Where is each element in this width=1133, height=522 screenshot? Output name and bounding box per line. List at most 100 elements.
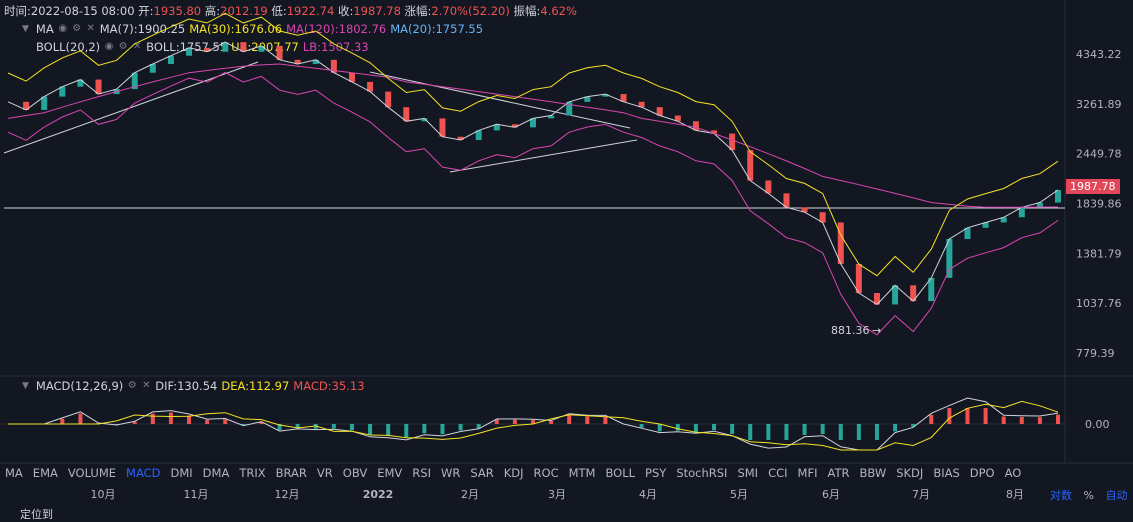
indicator-tab-bias[interactable]: BIAS [933,466,960,480]
macd-histogram-bar [494,419,499,424]
candle [149,64,156,73]
macd-histogram-bar [947,408,952,424]
macd-histogram-bar [277,424,282,431]
indicator-tab-dpo[interactable]: DPO [969,466,995,480]
gear-icon[interactable]: ⚙ [72,23,82,34]
current-price-tag: 1987.78 [1066,179,1120,194]
indicator-tab-sar[interactable]: SAR [470,466,494,480]
candle [348,72,355,82]
candle [855,263,862,294]
indicator-tab-volume[interactable]: VOLUME [67,466,117,480]
candle [602,94,609,97]
macd-histogram-bar [368,424,373,435]
close-icon[interactable]: ✕ [86,23,95,34]
candle [77,79,84,87]
macd-indicator-row: ▼ MACD(12,26,9) ⚙ ✕ DIF:130.54 DEA:112.9… [22,379,365,393]
indicator-tab-wr[interactable]: WR [440,466,461,480]
candle [421,118,428,122]
candle [530,118,536,128]
indicator-tab-vr[interactable]: VR [316,466,333,480]
macd-histogram-bar [585,416,590,424]
indicator-tab-psy[interactable]: PSY [645,466,667,480]
candle [928,277,935,302]
auto-scale-button[interactable]: 自动 [1105,489,1128,502]
indicator-tab-stochrsi[interactable]: StochRSI [676,466,728,480]
price-axis-tick: 2449.78 [1076,148,1122,161]
price-axis: 4343.22 3261.89 2449.78 1839.86 1381.79 1037.… [1076,48,1122,360]
macd-histogram-bar [114,424,119,425]
indicator-tab-macd[interactable]: MACD [126,466,161,480]
indicator-tab-smi[interactable]: SMI [737,466,759,480]
eye-icon[interactable]: ◉ [58,23,68,34]
indicator-tab-bbw[interactable]: BBW [859,466,887,480]
macd-histogram-bar [259,421,264,424]
trend-line-support[interactable] [449,139,638,173]
macd-histogram-bar [911,424,916,427]
indicator-tab-cci[interactable]: CCI [768,466,788,480]
low-annotation-label: 881.36 [831,324,870,337]
trend-line-down[interactable] [369,71,631,129]
gear-icon[interactable]: ⚙ [127,380,137,391]
candle [1018,207,1025,218]
indicator-tab-kdj[interactable]: KDJ [503,466,524,480]
indicator-tab-obv[interactable]: OBV [342,466,368,480]
candle [837,222,844,264]
macd-histogram-bar [531,419,535,424]
candle [819,212,826,223]
indicator-tab-mtm[interactable]: MTM [568,466,596,480]
indicator-tab-mfi[interactable]: MFI [797,466,818,480]
indicator-tab-boll[interactable]: BOLL [605,466,636,480]
indicator-tab-emv[interactable]: EMV [377,466,403,480]
open-value: 1935.80 [153,4,202,18]
macd-histogram-bar [422,424,427,434]
candle [41,96,48,110]
boll-lower-line [7,71,1059,336]
macd-histogram-bar [639,424,644,428]
log-scale-button[interactable]: 对数 [1050,489,1072,502]
indicator-tab-rsi[interactable]: RSI [412,466,431,480]
indicator-tab-ao[interactable]: AO [1004,466,1022,480]
ma7-value: MA(7):1900.25 [99,22,186,36]
candle [312,59,319,65]
price-axis-tick: 779.39 [1076,347,1115,360]
candle [403,107,410,122]
macd-histogram-bar [748,424,753,440]
price-axis-tick: 3261.89 [1076,98,1122,111]
candle [475,130,482,140]
macd-dif-line [8,397,1059,451]
boll-lb-value: LB:1507.33 [302,40,369,54]
amplitude-value: 4.62% [540,4,577,18]
candle [493,124,500,131]
macd-histogram-bar [766,424,771,440]
gear-icon[interactable]: ⚙ [118,41,128,52]
close-icon[interactable]: ✕ [142,380,151,391]
macd-histogram-bar [820,424,825,435]
indicator-tab-ema[interactable]: EMA [32,466,58,480]
indicator-tab-dmi[interactable]: DMI [170,466,193,480]
candle [186,47,193,56]
indicator-tab-ma[interactable]: MA [5,466,23,480]
collapse-chevron-icon[interactable]: ▼ [22,381,29,391]
macd-histogram-bar [929,414,934,424]
indicator-tab-atr[interactable]: ATR [827,466,850,480]
macd-histogram-bar [802,424,807,435]
footer-goto[interactable]: 定位到 [20,506,53,522]
indicator-tab-roc[interactable]: ROC [533,466,559,480]
ma120-line [7,63,1059,208]
macd-histogram-bar [675,424,680,431]
candle [167,55,174,65]
collapse-chevron-icon[interactable]: ▼ [22,24,29,34]
indicator-tab-trix[interactable]: TRIX [239,466,266,480]
eye-icon[interactable]: ◉ [104,41,114,52]
candle [367,81,374,92]
percent-scale-button[interactable]: % [1083,489,1094,502]
close-icon[interactable]: ✕ [132,41,142,52]
candle [330,59,337,73]
candle [59,86,66,97]
indicator-tab-skdj[interactable]: SKDJ [896,466,924,480]
indicator-tab-dma[interactable]: DMA [202,466,230,480]
macd-histogram-bar [187,415,192,424]
candle [692,121,699,131]
indicator-tab-brar[interactable]: BRAR [275,466,307,480]
